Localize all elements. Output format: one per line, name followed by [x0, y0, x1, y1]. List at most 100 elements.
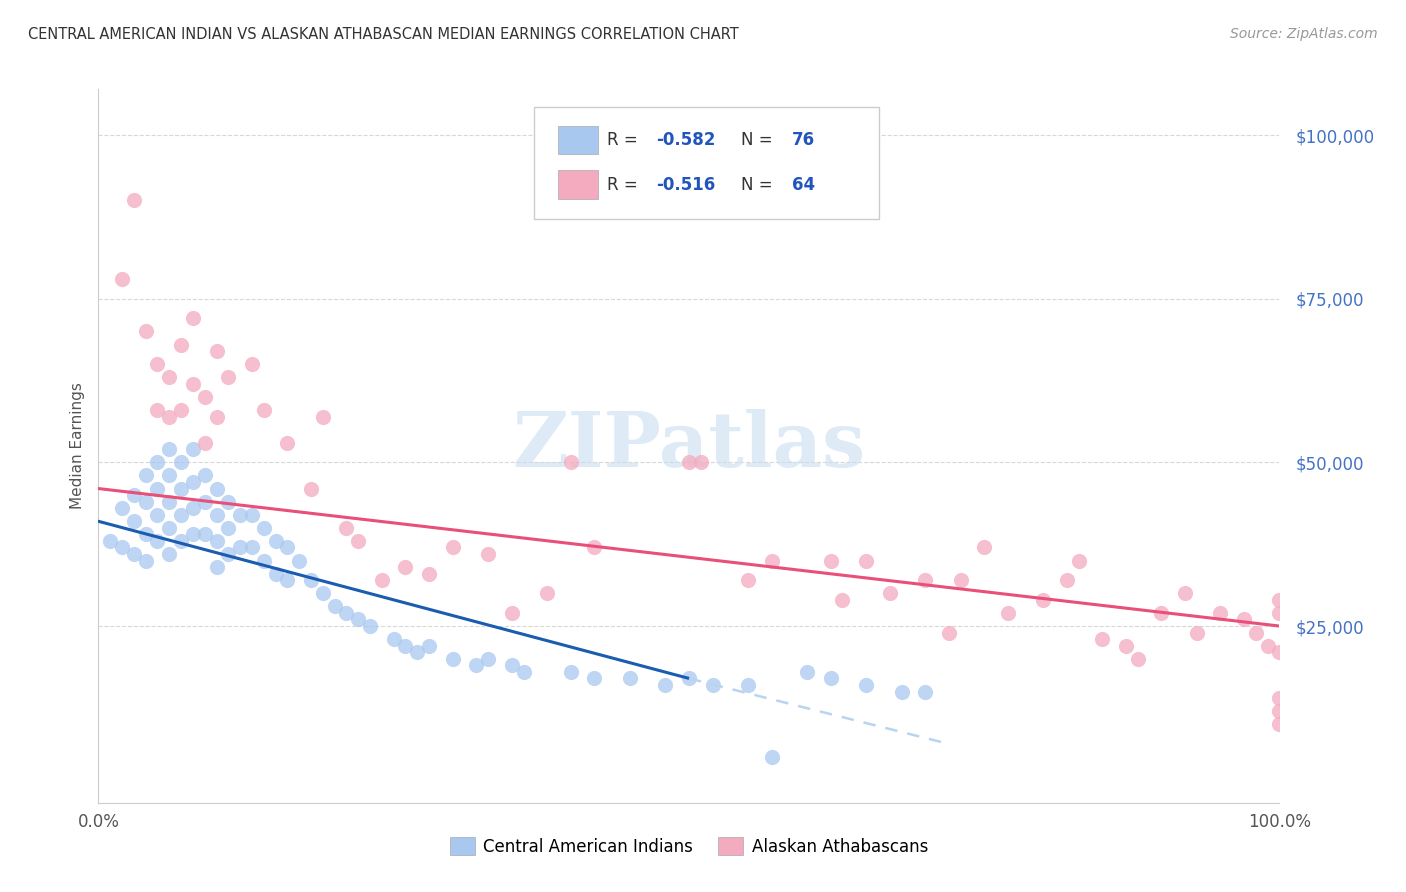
- Point: [418, 566, 440, 581]
- Point: [135, 553, 157, 567]
- Text: CENTRAL AMERICAN INDIAN VS ALASKAN ATHABASCAN MEDIAN EARNINGS CORRELATION CHART: CENTRAL AMERICAN INDIAN VS ALASKAN ATHAB…: [28, 27, 740, 42]
- Point: [441, 652, 464, 666]
- Point: [135, 527, 157, 541]
- Point: [737, 573, 759, 587]
- Point: [276, 541, 298, 555]
- Point: [1268, 645, 1291, 659]
- Point: [406, 645, 429, 659]
- Point: [560, 665, 582, 679]
- Point: [205, 482, 228, 496]
- Point: [205, 560, 228, 574]
- Point: [477, 652, 499, 666]
- Point: [583, 541, 606, 555]
- Point: [855, 678, 877, 692]
- Point: [111, 541, 134, 555]
- Point: [973, 541, 995, 555]
- Point: [501, 606, 523, 620]
- Point: [122, 194, 145, 208]
- Point: [1233, 612, 1256, 626]
- Point: [1268, 592, 1291, 607]
- Point: [111, 501, 134, 516]
- Text: R =: R =: [607, 131, 644, 149]
- Point: [111, 272, 134, 286]
- Point: [122, 488, 145, 502]
- Point: [288, 553, 311, 567]
- Point: [157, 409, 180, 424]
- Point: [146, 357, 169, 371]
- Point: [194, 390, 217, 404]
- Point: [1185, 625, 1208, 640]
- Point: [536, 586, 558, 600]
- Point: [335, 606, 357, 620]
- Point: [1067, 553, 1090, 567]
- Point: [229, 508, 252, 522]
- Point: [194, 527, 217, 541]
- Point: [359, 619, 381, 633]
- Point: [157, 547, 180, 561]
- Text: R =: R =: [607, 176, 644, 194]
- Point: [1115, 639, 1137, 653]
- Point: [170, 508, 193, 522]
- Point: [205, 533, 228, 548]
- Point: [394, 560, 416, 574]
- Point: [194, 468, 217, 483]
- Text: -0.582: -0.582: [657, 131, 716, 149]
- Point: [501, 658, 523, 673]
- Point: [394, 639, 416, 653]
- Point: [654, 678, 676, 692]
- Point: [441, 541, 464, 555]
- Point: [418, 639, 440, 653]
- Point: [347, 533, 370, 548]
- Point: [264, 566, 287, 581]
- Point: [312, 586, 335, 600]
- Point: [122, 514, 145, 528]
- Point: [678, 672, 700, 686]
- Point: [157, 370, 180, 384]
- Text: Source: ZipAtlas.com: Source: ZipAtlas.com: [1230, 27, 1378, 41]
- Point: [831, 592, 853, 607]
- Point: [253, 403, 276, 417]
- Point: [157, 494, 180, 508]
- Point: [98, 533, 121, 548]
- Point: [146, 403, 169, 417]
- Point: [170, 403, 193, 417]
- Point: [146, 508, 169, 522]
- Point: [181, 527, 204, 541]
- Point: [1268, 717, 1291, 731]
- Y-axis label: Median Earnings: Median Earnings: [69, 383, 84, 509]
- Point: [820, 553, 842, 567]
- Point: [1032, 592, 1054, 607]
- Point: [205, 508, 228, 522]
- Point: [181, 442, 204, 457]
- Point: [194, 435, 217, 450]
- Point: [347, 612, 370, 626]
- Text: 64: 64: [792, 176, 814, 194]
- Point: [181, 501, 204, 516]
- Point: [465, 658, 488, 673]
- Point: [253, 521, 276, 535]
- Point: [689, 455, 711, 469]
- Point: [264, 533, 287, 548]
- Point: [335, 521, 357, 535]
- Point: [312, 409, 335, 424]
- Point: [938, 625, 960, 640]
- Point: [512, 665, 534, 679]
- Point: [761, 553, 783, 567]
- Point: [229, 541, 252, 555]
- Point: [619, 672, 641, 686]
- Point: [477, 547, 499, 561]
- Point: [1126, 652, 1149, 666]
- Point: [1174, 586, 1197, 600]
- Text: 76: 76: [792, 131, 814, 149]
- Point: [170, 455, 193, 469]
- Point: [181, 376, 204, 391]
- Point: [135, 494, 157, 508]
- Point: [146, 533, 169, 548]
- Point: [1268, 691, 1291, 706]
- Point: [1056, 573, 1078, 587]
- Point: [205, 344, 228, 359]
- Point: [217, 521, 239, 535]
- Point: [181, 475, 204, 489]
- Point: [914, 573, 936, 587]
- Text: ZIPatlas: ZIPatlas: [512, 409, 866, 483]
